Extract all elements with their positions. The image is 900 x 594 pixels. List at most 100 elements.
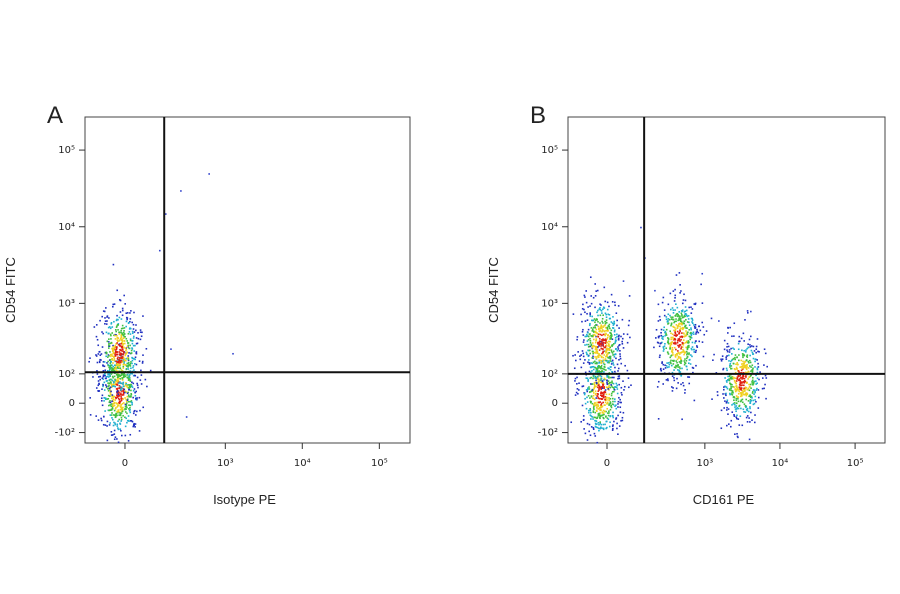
event-dot — [118, 339, 121, 342]
event-dot — [95, 354, 97, 356]
event-dot — [576, 376, 578, 379]
event-dot — [754, 366, 756, 368]
event-dot — [593, 375, 595, 377]
event-dot — [742, 391, 745, 393]
event-dot — [602, 395, 605, 398]
population — [88, 263, 152, 406]
event-dot — [112, 400, 115, 403]
event-dot — [617, 375, 620, 378]
event-dot — [99, 358, 101, 361]
event-dot — [733, 379, 736, 382]
event-dot — [668, 318, 671, 321]
event-dot — [603, 387, 606, 389]
event-dot — [134, 398, 137, 401]
event-dot — [120, 410, 123, 413]
event-dot — [654, 289, 656, 292]
event-dot — [660, 369, 663, 372]
event-dot — [614, 304, 616, 307]
event-dot — [738, 378, 741, 380]
event-dot — [683, 342, 685, 345]
event-dot — [164, 213, 167, 215]
event-dot — [606, 381, 608, 384]
event-dot — [136, 397, 138, 399]
event-dot — [618, 396, 620, 399]
event-dot — [107, 376, 110, 378]
event-dot — [583, 393, 586, 396]
event-dot — [691, 346, 694, 348]
event-dot — [117, 403, 119, 405]
event-dot — [755, 348, 758, 350]
event-dot — [589, 352, 591, 355]
event-dot — [686, 356, 689, 358]
event-dot — [745, 406, 747, 409]
event-dot — [117, 411, 119, 414]
event-dot — [601, 329, 604, 331]
event-dot — [739, 392, 742, 394]
event-dot — [738, 340, 740, 343]
event-dot — [595, 338, 598, 340]
event-dot — [723, 386, 725, 388]
event-dot — [606, 383, 609, 386]
event-dot — [676, 361, 678, 364]
event-dot — [100, 353, 103, 355]
event-dot — [117, 427, 119, 429]
event-dot — [751, 370, 754, 373]
event-dot — [759, 371, 761, 373]
event-dot — [664, 343, 666, 345]
event-dot — [117, 420, 119, 422]
event-dot — [672, 359, 674, 362]
event-dot — [688, 321, 690, 324]
event-dot — [592, 355, 594, 358]
event-dot — [130, 395, 132, 397]
event-dot — [111, 358, 113, 360]
event-dot — [739, 415, 742, 418]
event-dot — [673, 300, 676, 302]
event-dot — [697, 331, 700, 334]
event-dot — [731, 358, 734, 361]
event-dot — [606, 380, 608, 382]
event-dot — [614, 400, 616, 403]
event-dot — [120, 346, 123, 349]
event-dot — [688, 328, 691, 331]
event-dot — [684, 389, 686, 391]
event-dot — [764, 383, 766, 386]
event-dot — [129, 320, 131, 323]
event-dot — [110, 321, 113, 324]
event-dot — [121, 307, 124, 310]
event-dot — [736, 396, 739, 399]
event-dot — [611, 352, 614, 354]
event-dot — [727, 379, 729, 381]
event-dot — [149, 369, 152, 372]
event-dot — [735, 366, 738, 369]
event-dot — [117, 323, 120, 325]
event-dot — [124, 406, 127, 408]
event-dot — [119, 393, 122, 396]
event-dot — [687, 345, 689, 347]
event-dot — [120, 399, 123, 402]
event-dot — [610, 384, 612, 386]
event-dot — [111, 305, 114, 308]
event-dot — [583, 428, 585, 430]
event-dot — [110, 334, 112, 337]
event-dot — [109, 351, 111, 353]
event-dot — [689, 336, 692, 338]
event-dot — [752, 353, 754, 355]
event-dot — [729, 383, 732, 385]
event-dot — [670, 342, 673, 344]
event-dot — [681, 322, 683, 325]
event-dot — [723, 397, 725, 399]
event-dot — [684, 362, 687, 365]
event-dot — [678, 315, 681, 317]
event-dot — [103, 396, 105, 399]
event-dot — [675, 353, 678, 355]
event-dot — [110, 355, 112, 358]
event-dot — [756, 382, 758, 385]
x-tick-label: 10⁵ — [847, 458, 864, 469]
event-dot — [131, 385, 133, 387]
event-dot — [105, 386, 108, 389]
event-dot — [127, 366, 129, 368]
event-dot — [125, 400, 128, 403]
event-dot — [122, 331, 125, 334]
event-dot — [118, 333, 121, 335]
event-dot — [765, 377, 768, 379]
